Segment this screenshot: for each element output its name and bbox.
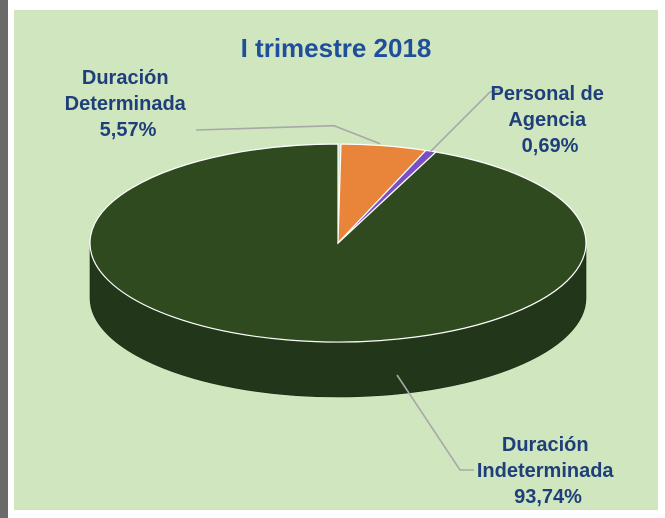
label-personal-de-agencia: Personal de Agencia 0,69%	[491, 83, 610, 157]
chart-title: I trimestre 2018	[241, 33, 432, 63]
chart-area: I trimestre 2018 Duración Determinada 5,…	[14, 10, 658, 510]
pie-top	[89, 143, 587, 343]
pie-slice-personal-de-agencia	[337, 149, 438, 244]
leader-lines	[195, 89, 501, 471]
leader-personal-de-agencia	[430, 89, 501, 152]
leader-duracion-indeterminada	[396, 374, 474, 471]
label-duracion-determinada: Duración Determinada 5,57%	[65, 67, 192, 141]
pie-chart: I trimestre 2018 Duración Determinada 5,…	[65, 33, 619, 508]
leader-duracion-determinada	[195, 124, 381, 145]
window-edge	[0, 0, 8, 518]
label-duracion-indeterminada: Duración Indeterminada 93,74%	[477, 434, 619, 508]
